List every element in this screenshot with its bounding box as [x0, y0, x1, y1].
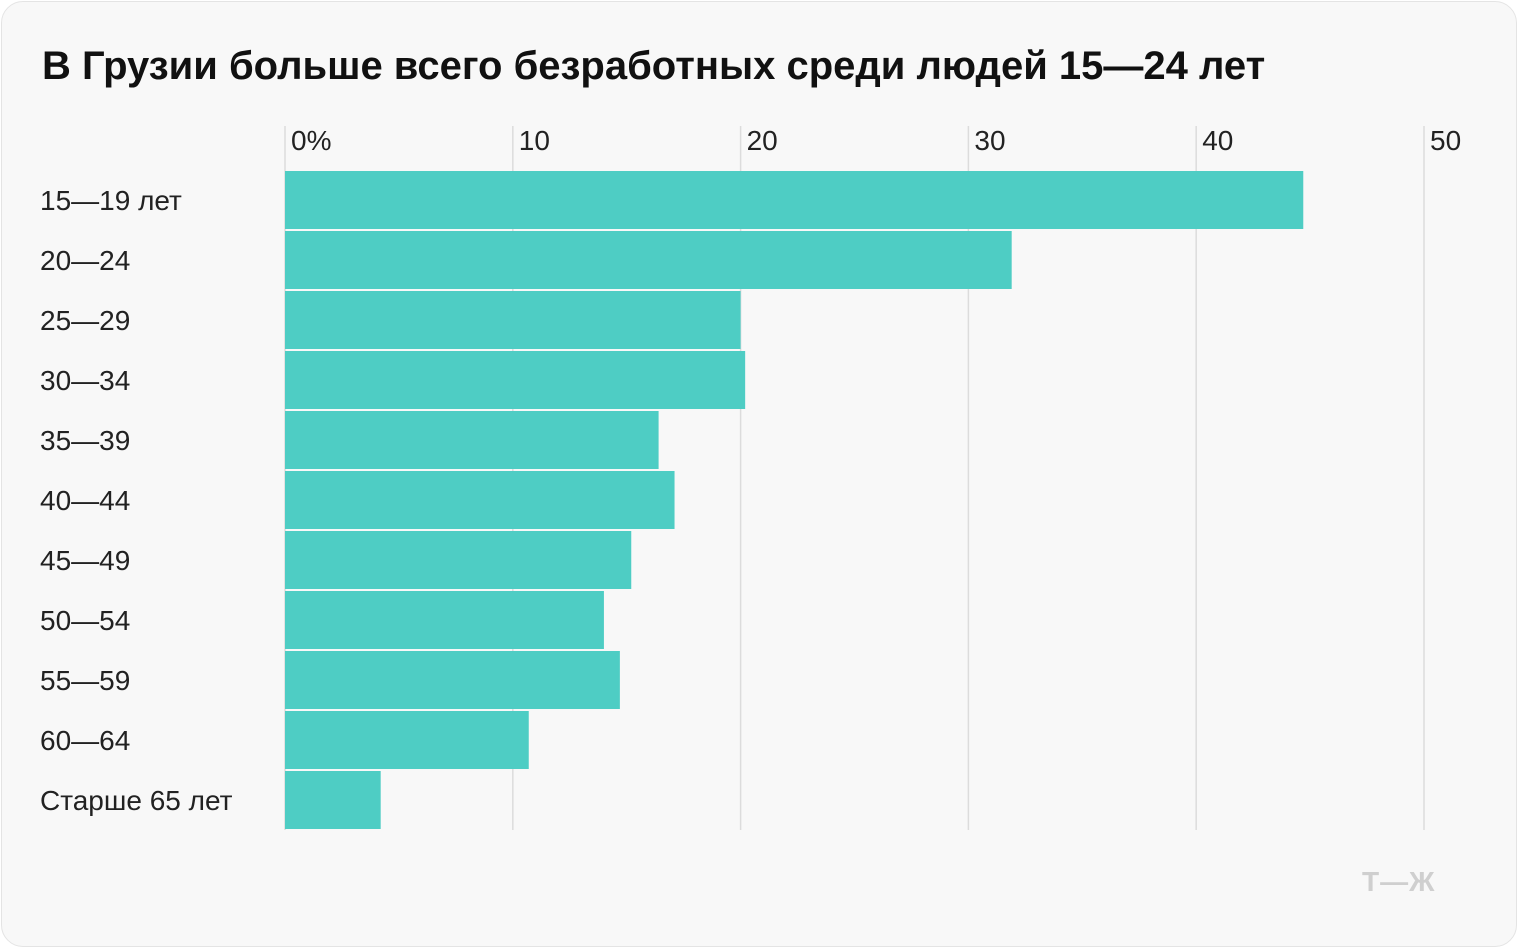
category-label: 60—64 — [40, 725, 130, 756]
category-label: 50—54 — [40, 605, 130, 636]
x-tick-label: 20 — [747, 125, 778, 156]
category-label: 45—49 — [40, 545, 130, 576]
x-tick-label: 10 — [519, 125, 550, 156]
bar — [285, 471, 675, 529]
bar — [285, 531, 632, 589]
category-label: 40—44 — [40, 485, 130, 516]
x-tick-label: 0% — [291, 125, 331, 156]
bar — [285, 711, 529, 769]
category-label: 15—19 лет — [40, 185, 182, 216]
x-tick-label: 50 — [1430, 125, 1461, 156]
bars — [285, 171, 1304, 829]
chart-title: В Грузии больше всего безработных среди … — [42, 44, 1266, 88]
category-labels: 15—19 лет 20—24 25—29 30—34 35—39 40—44 45—49 5… — [40, 185, 233, 816]
x-tick-label: 40 — [1202, 125, 1233, 156]
x-tick-label: 30 — [974, 125, 1005, 156]
bar — [285, 651, 620, 709]
bar — [285, 411, 659, 469]
category-label: 30—34 — [40, 365, 130, 396]
x-axis-ticks: 0% 10 20 30 40 50 — [291, 125, 1461, 156]
category-label: 35—39 — [40, 425, 130, 456]
bar — [285, 171, 1304, 229]
category-label: Старше 65 лет — [40, 785, 233, 816]
category-label: 55—59 — [40, 665, 130, 696]
brand-logo: Т—Ж — [1362, 866, 1436, 897]
category-label: 20—24 — [40, 245, 130, 276]
bar — [285, 351, 746, 409]
bar — [285, 771, 381, 829]
category-label: 25—29 — [40, 305, 130, 336]
bar — [285, 231, 1012, 289]
bar — [285, 591, 604, 649]
bar — [285, 291, 741, 349]
